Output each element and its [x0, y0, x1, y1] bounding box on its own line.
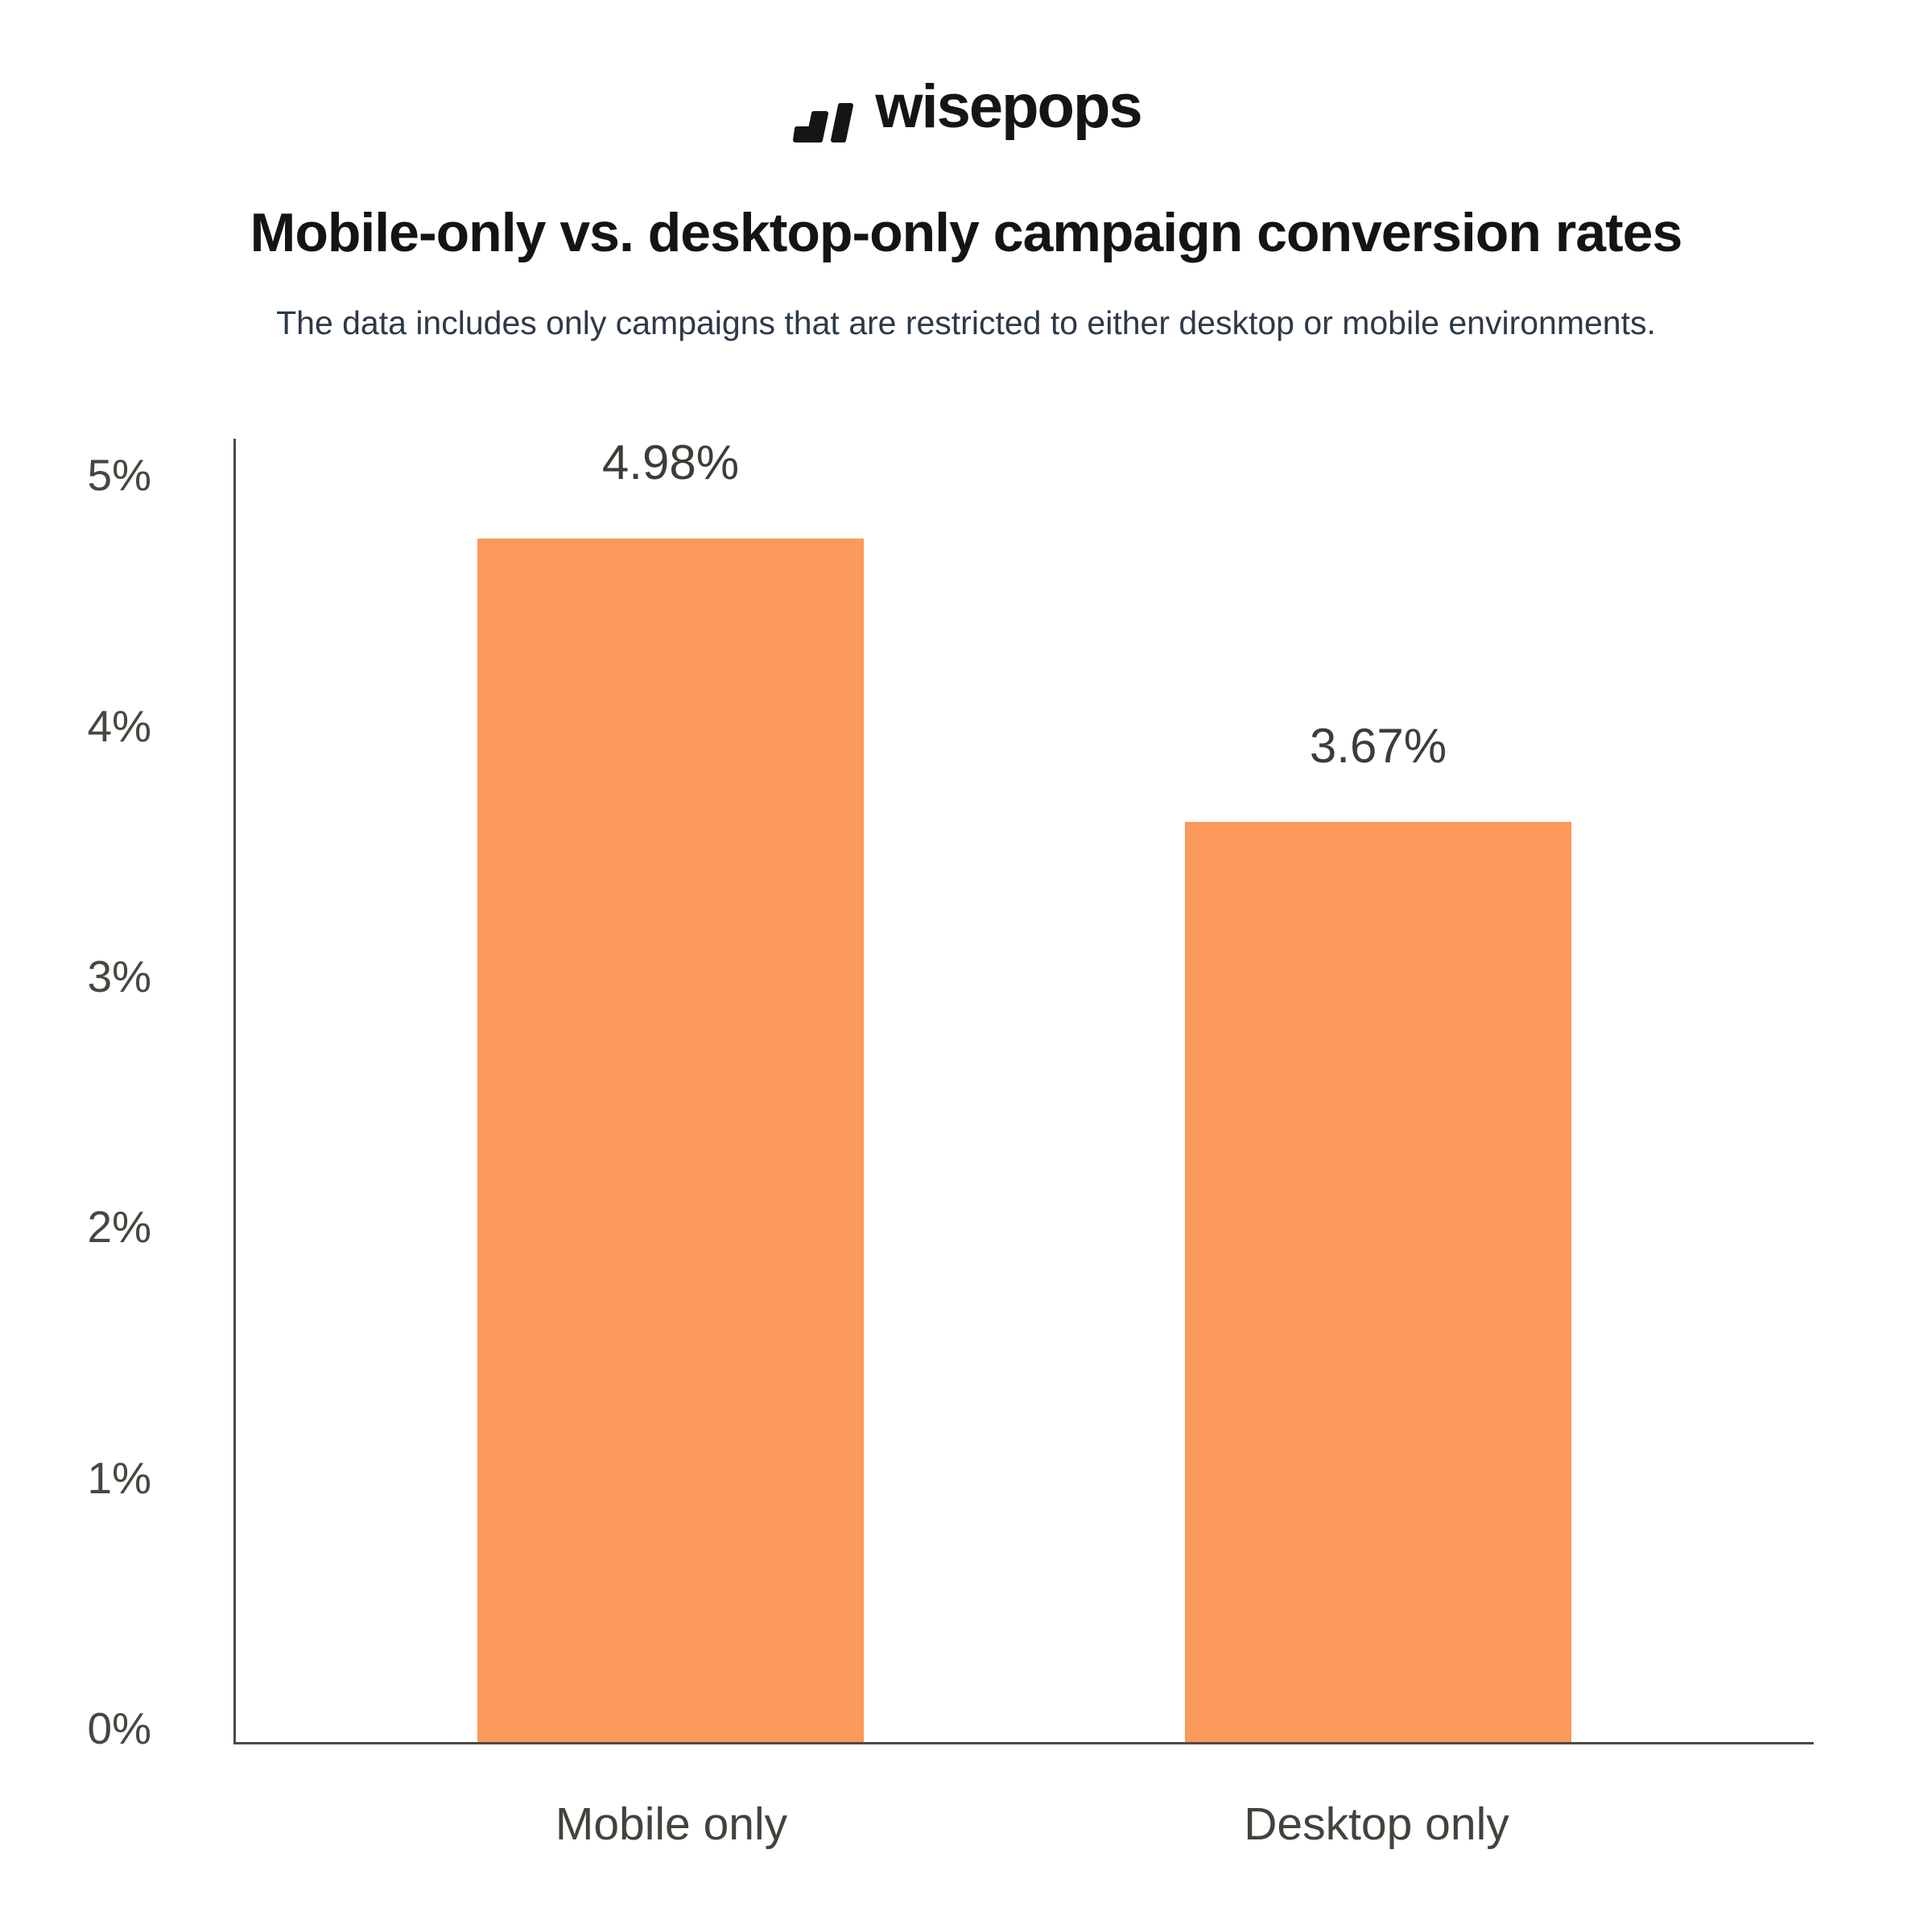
wisepops-wordmark: wisepops [875, 72, 1142, 141]
y-axis-tick-label: 4% [87, 700, 152, 751]
bar-value-label: 4.98% [601, 436, 740, 489]
chart-subtitle: The data includes only campaigns that ar… [276, 304, 1656, 341]
bar-mobile-only [477, 539, 864, 1742]
x-axis-category-label-mobile: Mobile only [555, 1798, 788, 1850]
plot-area: 4.98% 3.67% [233, 439, 1814, 1744]
bar-column-desktop-only: 3.67% [1185, 439, 1571, 1742]
wisepops-mark-icon [793, 103, 854, 142]
y-axis-tick-label: 0% [87, 1703, 152, 1753]
wisepops-logo: wisepops [0, 76, 1932, 142]
y-axis-tick-label: 2% [87, 1202, 152, 1253]
bar-desktop-only [1185, 822, 1571, 1742]
y-axis-tick-label: 3% [87, 951, 152, 1001]
y-axis-tick-label: 1% [87, 1452, 152, 1503]
x-axis-category-label-desktop: Desktop only [1244, 1798, 1509, 1850]
y-axis-tick-label: 5% [87, 450, 152, 501]
bar-column-mobile-only: 4.98% [477, 439, 864, 1742]
bar-value-label: 3.67% [1309, 719, 1447, 774]
chart-title: Mobile-only vs. desktop-only campaign co… [250, 202, 1683, 263]
